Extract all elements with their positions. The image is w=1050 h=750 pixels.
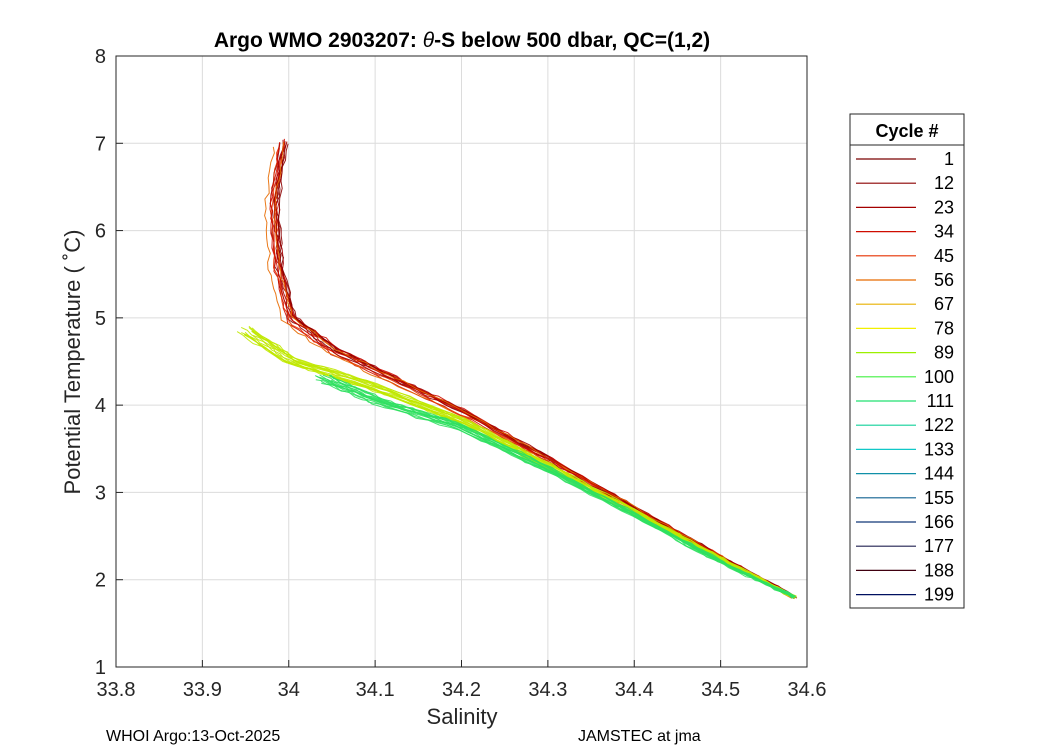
legend-entry-label: 23 — [934, 197, 954, 217]
y-tick-label: 3 — [95, 482, 106, 504]
profile-line — [324, 379, 794, 599]
y-tick-label: 1 — [95, 657, 106, 679]
footer-right: JAMSTEC at jma — [578, 728, 701, 745]
profile-line — [273, 141, 796, 597]
series-group — [314, 374, 797, 599]
x-tick-label: 34 — [278, 679, 300, 701]
legend-entry-label: 78 — [934, 318, 954, 338]
legend-entry-label: 67 — [934, 294, 954, 314]
legend-entry-label: 122 — [924, 415, 954, 435]
legend: Cycle # 1 12 23 34 45 56 67 78 89 100 111 122 133 144… — [849, 113, 965, 609]
chart-title: Argo WMO 2903207: θ-S below 500 dbar, QC… — [214, 29, 710, 52]
profile-line — [316, 375, 795, 597]
profile-line — [314, 375, 795, 598]
data-series-layer — [236, 138, 798, 600]
y-axis-label: Potential Temperature ( ˚C) — [60, 230, 85, 495]
x-tick-label: 33.8 — [97, 679, 136, 701]
legend-entry-label: 177 — [924, 536, 954, 556]
y-tick-label: 7 — [95, 133, 106, 155]
legend-entry-label: 155 — [924, 488, 954, 508]
y-tick-label: 4 — [95, 395, 106, 417]
y-tick-label: 8 — [95, 46, 106, 68]
legend-entry-label: 100 — [924, 367, 954, 387]
legend-entry-label: 34 — [934, 222, 954, 242]
legend-entry-label: 144 — [924, 464, 954, 484]
legend-title: Cycle # — [875, 121, 938, 141]
legend-entry-label: 188 — [924, 560, 954, 580]
x-tick-label: 34.4 — [615, 679, 654, 701]
x-tick-label: 34.6 — [788, 679, 827, 701]
legend-entry-label: 166 — [924, 512, 954, 532]
y-tick-label: 6 — [95, 221, 106, 243]
x-tick-label: 34.2 — [442, 679, 481, 701]
legend-entry-label: 45 — [934, 246, 954, 266]
axis-ticks: 33.8 33.9 34 34.1 34.2 34.3 34.4 34.5 34.6123456… — [95, 46, 827, 701]
x-tick-label: 33.9 — [183, 679, 222, 701]
x-axis-label: Salinity — [427, 704, 498, 729]
x-tick-label: 34.3 — [528, 679, 567, 701]
legend-entry-label: 12 — [934, 173, 954, 193]
x-tick-label: 34.5 — [701, 679, 740, 701]
legend-entry-label: 133 — [924, 439, 954, 459]
y-tick-label: 5 — [95, 308, 106, 330]
legend-entry-label: 111 — [927, 391, 954, 411]
legend-entry-label: 89 — [934, 343, 954, 363]
legend-entry-label: 199 — [924, 585, 954, 605]
series-group — [236, 325, 797, 599]
y-tick-label: 2 — [95, 570, 106, 592]
profile-line — [251, 330, 795, 599]
legend-entry-label: 1 — [944, 149, 954, 169]
profile-line — [329, 374, 797, 598]
x-tick-label: 34.1 — [356, 679, 395, 701]
legend-entry-label: 56 — [934, 270, 954, 290]
footer-left: WHOI Argo:13-Oct-2025 — [106, 728, 280, 745]
legend-box — [849, 113, 965, 609]
